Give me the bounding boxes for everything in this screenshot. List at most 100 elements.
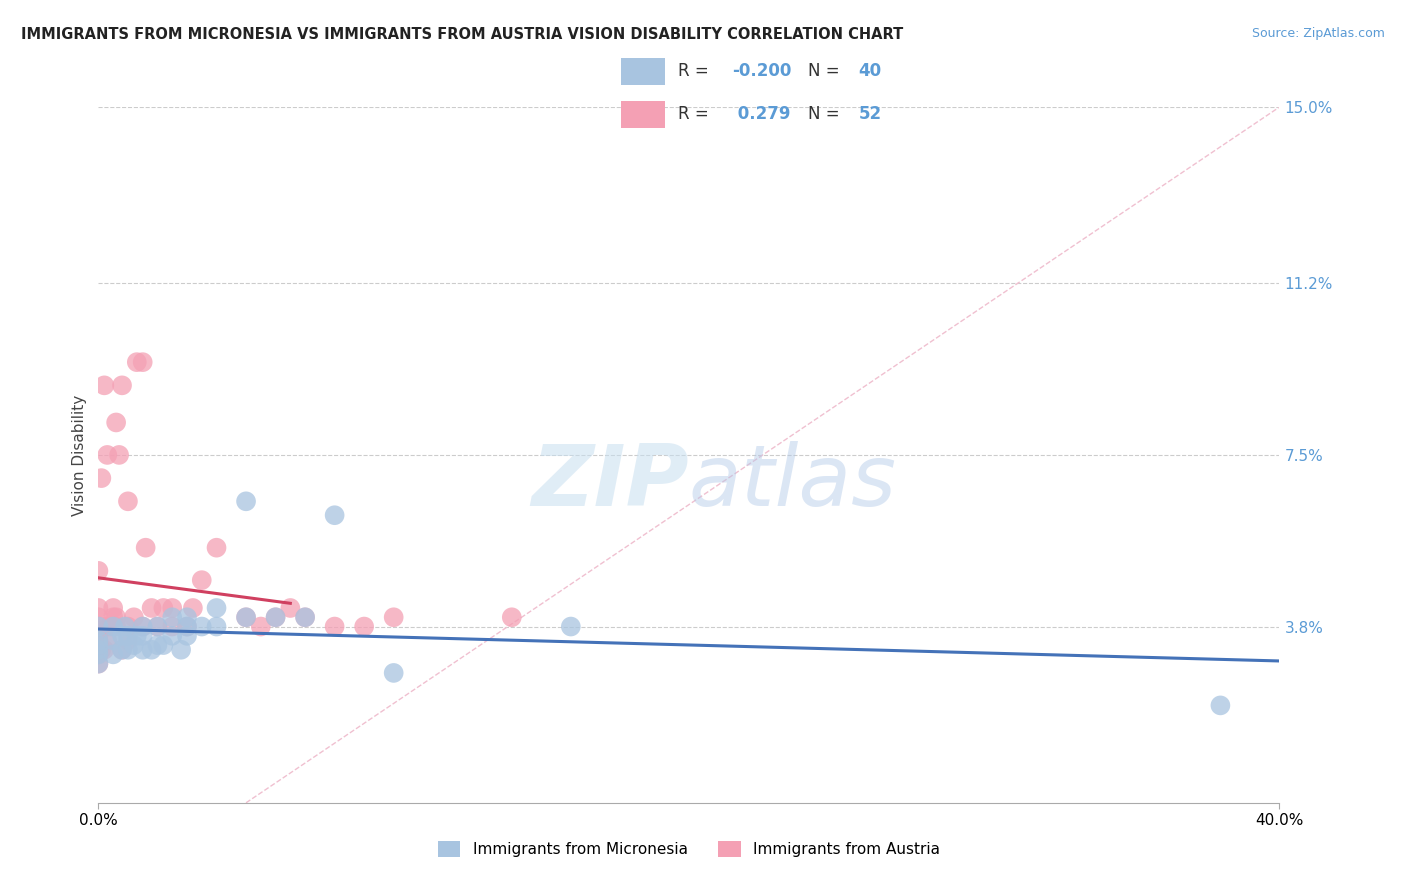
Point: [191, 573, 214, 587]
Point: [205, 601, 228, 615]
Point: [105, 610, 128, 624]
Point: [93, 619, 115, 633]
Point: [87, 619, 110, 633]
Point: [235, 610, 257, 624]
Text: 52: 52: [858, 105, 882, 123]
Text: ZIP: ZIP: [531, 442, 689, 524]
Point: [93, 642, 115, 657]
Text: N =: N =: [808, 105, 839, 123]
Point: [87, 648, 110, 662]
Point: [146, 619, 169, 633]
Point: [96, 448, 118, 462]
Point: [87, 638, 110, 652]
Point: [117, 629, 139, 643]
Point: [117, 619, 139, 633]
Point: [181, 601, 204, 615]
Point: [152, 638, 174, 652]
Point: [146, 638, 169, 652]
Y-axis label: Vision Disability: Vision Disability: [72, 394, 87, 516]
Text: Source: ZipAtlas.com: Source: ZipAtlas.com: [1251, 27, 1385, 40]
Point: [141, 601, 163, 615]
Point: [103, 648, 125, 662]
Point: [278, 601, 302, 615]
Point: [170, 642, 193, 657]
Point: [323, 619, 346, 633]
Text: R =: R =: [678, 62, 709, 80]
Point: [87, 633, 110, 648]
Point: [205, 541, 228, 555]
Point: [176, 619, 198, 633]
Point: [108, 448, 131, 462]
Text: R =: R =: [678, 105, 709, 123]
Point: [111, 642, 134, 657]
Point: [294, 610, 316, 624]
Point: [235, 610, 257, 624]
Point: [87, 624, 110, 639]
Point: [114, 619, 136, 633]
Point: [103, 610, 125, 624]
Point: [87, 633, 110, 648]
Point: [111, 629, 134, 643]
Point: [87, 642, 110, 657]
FancyBboxPatch shape: [621, 101, 665, 128]
Point: [132, 629, 155, 643]
Text: 0.279: 0.279: [731, 105, 790, 123]
Point: [382, 610, 405, 624]
Point: [132, 355, 155, 369]
Point: [87, 564, 110, 578]
Point: [98, 619, 121, 633]
Point: [176, 610, 198, 624]
Point: [501, 610, 523, 624]
Point: [93, 378, 115, 392]
Point: [87, 601, 110, 615]
Point: [103, 633, 125, 648]
Point: [1209, 698, 1232, 713]
Point: [176, 629, 198, 643]
Point: [264, 610, 287, 624]
Point: [146, 619, 169, 633]
Text: IMMIGRANTS FROM MICRONESIA VS IMMIGRANTS FROM AUSTRIA VISION DISABILITY CORRELAT: IMMIGRANTS FROM MICRONESIA VS IMMIGRANTS…: [21, 27, 903, 42]
Point: [87, 619, 110, 633]
Point: [560, 619, 582, 633]
Legend: Immigrants from Micronesia, Immigrants from Austria: Immigrants from Micronesia, Immigrants f…: [430, 833, 948, 864]
Point: [132, 642, 155, 657]
Point: [235, 494, 257, 508]
FancyBboxPatch shape: [621, 58, 665, 85]
Point: [176, 619, 198, 633]
Point: [353, 619, 375, 633]
Point: [90, 471, 112, 485]
Point: [87, 657, 110, 671]
Point: [250, 619, 273, 633]
Point: [111, 642, 134, 657]
Text: -0.200: -0.200: [731, 62, 792, 80]
Point: [90, 642, 112, 657]
Point: [132, 619, 155, 633]
Point: [111, 378, 134, 392]
Point: [122, 610, 145, 624]
Point: [96, 633, 118, 648]
Point: [152, 601, 174, 615]
Point: [117, 633, 139, 648]
Point: [87, 610, 110, 624]
Point: [162, 619, 183, 633]
Point: [125, 355, 148, 369]
Point: [87, 629, 110, 643]
Point: [103, 619, 125, 633]
Text: 40: 40: [858, 62, 882, 80]
Point: [162, 610, 183, 624]
Point: [105, 619, 128, 633]
Point: [103, 601, 125, 615]
Point: [117, 494, 139, 508]
Point: [87, 648, 110, 662]
Point: [205, 619, 228, 633]
Point: [87, 642, 110, 657]
Point: [191, 619, 214, 633]
Point: [162, 629, 183, 643]
Point: [141, 642, 163, 657]
Point: [105, 416, 128, 430]
Point: [382, 665, 405, 680]
Point: [135, 541, 157, 555]
Point: [122, 638, 145, 652]
Point: [87, 657, 110, 671]
Point: [264, 610, 287, 624]
